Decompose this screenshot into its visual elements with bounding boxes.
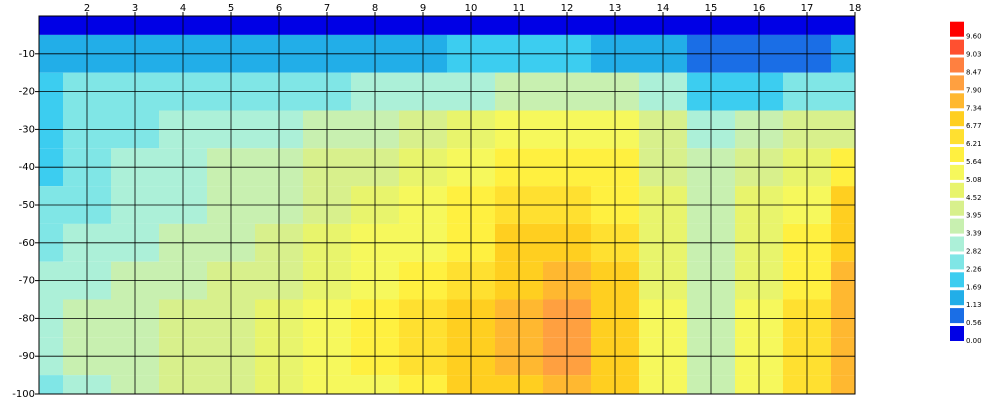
legend-swatch	[950, 21, 964, 37]
x-tick-label: 2	[84, 3, 90, 14]
legend-label: 1.69	[966, 283, 982, 291]
y-tick-label: -20	[19, 87, 35, 98]
x-tick-label: 7	[324, 3, 330, 14]
y-tick-label: -90	[19, 351, 35, 362]
legend-label: 7.34	[966, 104, 982, 112]
legend-label: 9.60	[966, 33, 982, 41]
legend-label: 3.95	[966, 212, 982, 220]
legend-label: 5.64	[966, 158, 982, 166]
legend-swatch	[950, 111, 964, 127]
x-tick-label: 17	[801, 3, 814, 14]
contour-cell	[39, 375, 63, 394]
y-tick-label: -70	[19, 276, 35, 287]
legend-label: 0.56	[966, 319, 982, 327]
plot-frame	[38, 15, 856, 395]
legend-swatch	[950, 39, 964, 55]
legend-swatch	[950, 182, 964, 198]
x-tick-label: 15	[705, 3, 718, 14]
x-tick-label: 5	[228, 3, 234, 14]
y-tick-label: -40	[19, 162, 35, 173]
legend-label: 6.21	[966, 140, 982, 148]
y-tick-label: -10	[19, 49, 35, 60]
x-tick-label: 9	[420, 3, 426, 14]
contour-cell	[39, 16, 63, 35]
x-tick-label: 18	[849, 3, 862, 14]
legend-swatch	[950, 254, 964, 270]
legend-label: 2.26	[966, 265, 982, 273]
y-tick-label: -60	[19, 238, 35, 249]
y-tick-label: -50	[19, 200, 35, 211]
x-tick-label: 12	[561, 3, 574, 14]
x-tick-label: 16	[753, 3, 766, 14]
legend-swatch	[950, 164, 964, 180]
legend-swatch	[950, 236, 964, 252]
legend-swatch	[950, 75, 964, 91]
legend-swatch	[950, 272, 964, 288]
legend-swatch	[950, 290, 964, 306]
contour-cell	[831, 16, 855, 35]
legend-label: 8.47	[966, 69, 982, 77]
x-tick-label: 13	[609, 3, 622, 14]
legend-label: 3.39	[966, 230, 982, 238]
x-tick-label: 10	[465, 3, 478, 14]
y-tick-label: -30	[19, 124, 35, 135]
legend-swatch	[950, 200, 964, 216]
x-tick-label: 3	[132, 3, 138, 14]
contour-cell	[831, 375, 855, 394]
legend-swatch	[950, 326, 964, 341]
legend-label: 2.82	[966, 248, 982, 256]
legend-label: 9.03	[966, 51, 982, 59]
legend-label: 5.08	[966, 176, 982, 184]
legend-swatch	[950, 218, 964, 234]
legend-swatch	[950, 147, 964, 162]
legend-swatch	[950, 129, 964, 145]
x-tick-label: 8	[372, 3, 378, 14]
legend-label: 4.52	[966, 194, 982, 202]
y-tick-label: -100	[12, 389, 35, 400]
legend-label: 6.77	[966, 122, 982, 130]
x-tick-label: 14	[657, 3, 670, 14]
x-tick-label: 11	[513, 3, 526, 14]
x-tick-label: 6	[276, 3, 282, 14]
legend-swatch	[950, 308, 964, 324]
legend-label: 7.90	[966, 86, 982, 94]
y-tick-label: -80	[19, 313, 35, 324]
x-tick-label: 4	[180, 3, 186, 14]
legend-label: 1.13	[966, 301, 982, 309]
legend-swatch	[950, 57, 964, 73]
legend-label: 0.00	[966, 337, 982, 345]
legend-swatch	[950, 93, 964, 109]
